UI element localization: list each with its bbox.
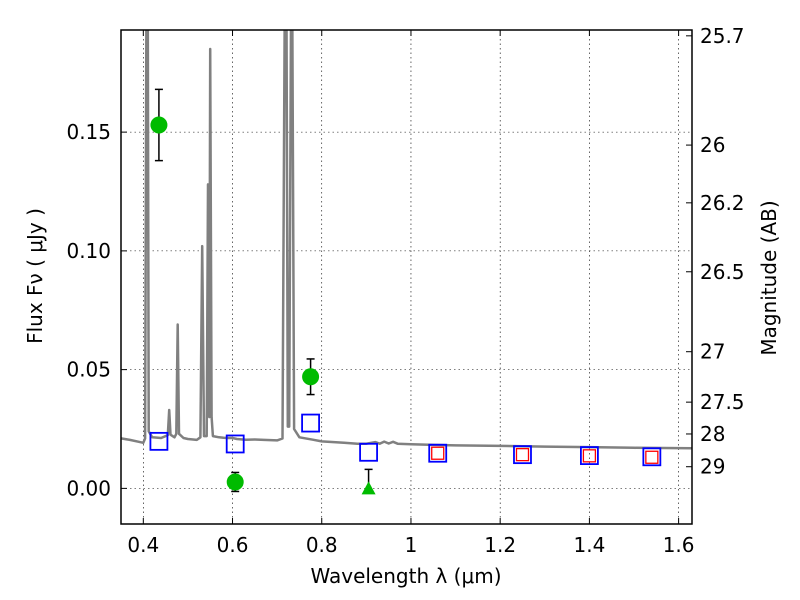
y-axis-label: Flux Fν ( μJy ) (23, 208, 47, 344)
x-tick-label: 1.4 (573, 533, 605, 557)
x-tick-label: 1.6 (663, 533, 695, 557)
spectrum-series (121, 30, 692, 450)
flux-point (226, 473, 244, 491)
y-axis-right-label: Magnitude (AB) (757, 200, 781, 355)
x-tick-label: 0.4 (127, 533, 159, 557)
model-square-blue (579, 446, 599, 466)
model-square-red (515, 447, 530, 462)
y-tick-label: 0.00 (66, 476, 111, 500)
upper-limit-point (361, 481, 376, 495)
grid-lines (121, 30, 692, 524)
x-tick-label: 0.6 (217, 533, 249, 557)
y-right-tick-label: 27 (700, 340, 725, 364)
x-axis-label: Wavelength λ (μm) (310, 564, 501, 588)
plot-frame (120, 29, 693, 525)
flux-point (150, 116, 168, 134)
y-right-tick-label: 27.5 (700, 390, 745, 414)
y-right-tick-label: 25.7 (700, 24, 745, 48)
model-square-blue (359, 442, 378, 462)
x-tick-label: 0.8 (306, 533, 338, 557)
y-right-tick-label: 28 (700, 422, 725, 446)
y-tick-label: 0.10 (66, 239, 111, 263)
marker-series (149, 88, 662, 495)
model-square-blue (642, 447, 662, 467)
model-square-blue (301, 413, 320, 433)
y-tick-label: 0.05 (66, 358, 111, 382)
y-right-tick-label: 26.2 (700, 191, 745, 215)
model-square-red (582, 449, 597, 463)
model-square-blue (149, 431, 169, 451)
model-square-red (645, 450, 659, 464)
model-square-red (431, 446, 445, 460)
axis-ticks: 0.4 0.6 0.8 1 1.2 1.4 1.6 0.00 0.05 0.10 0.15 25.7 2… (66, 24, 744, 557)
y-right-tick-label: 26.5 (700, 260, 745, 284)
x-tick-label: 1.2 (484, 533, 516, 557)
spectrum-line (121, 30, 692, 450)
y-tick-label: 0.15 (66, 120, 111, 144)
flux-point (302, 368, 320, 386)
y-right-tick-label: 26 (700, 133, 725, 157)
x-tick-label: 1 (405, 533, 418, 557)
model-square-blue (428, 443, 448, 463)
model-square-blue (513, 445, 532, 465)
model-square-blue (225, 434, 245, 454)
y-right-tick-label: 29 (700, 455, 725, 479)
